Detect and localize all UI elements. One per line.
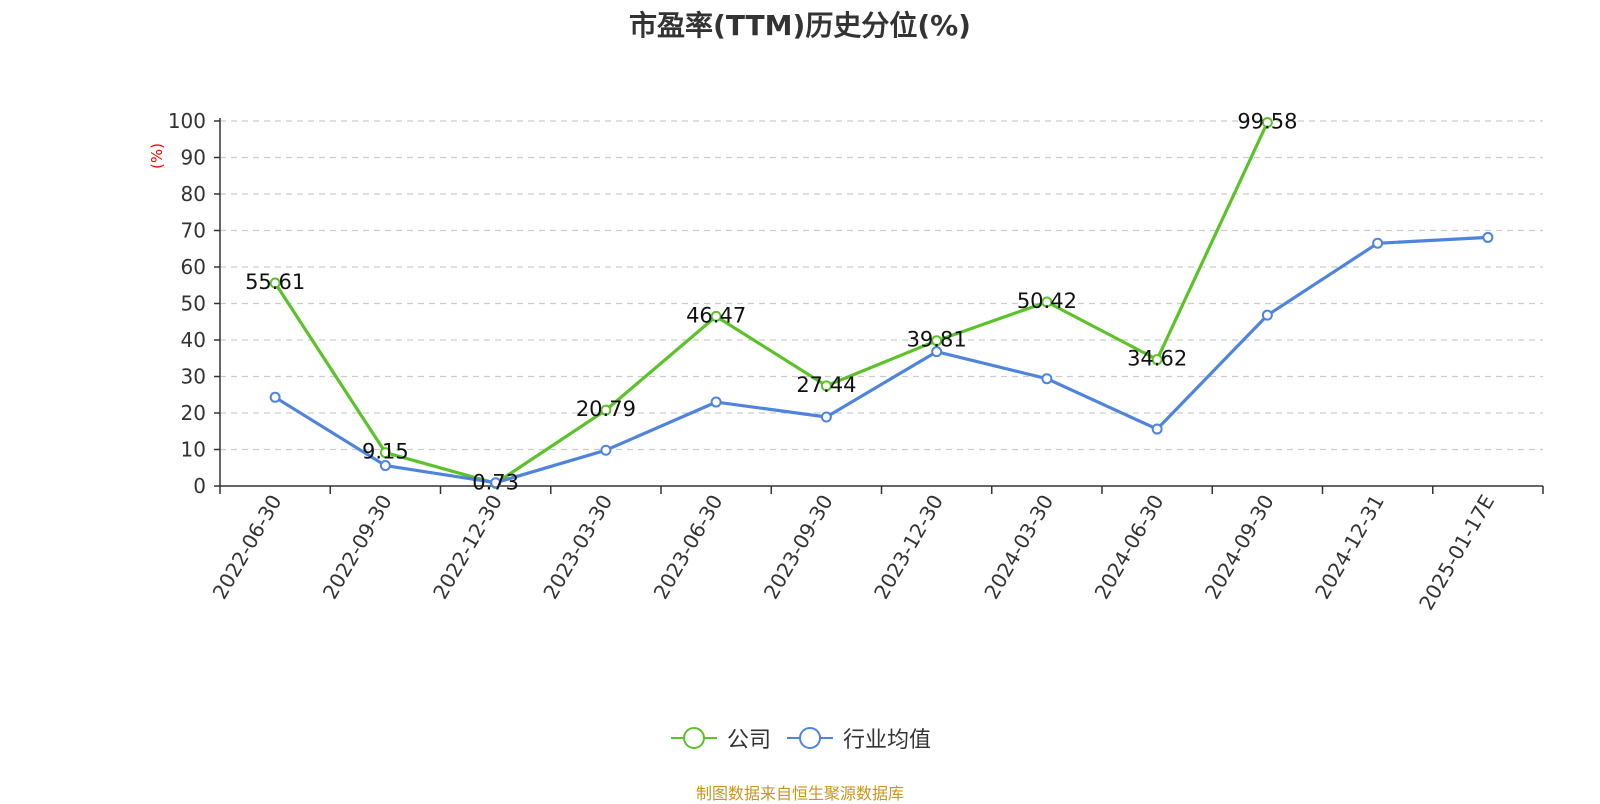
source-note: 制图数据来自恒生聚源数据库: [695, 784, 904, 803]
x-tick-label: 2023-03-30: [538, 491, 617, 604]
chart-title: 市盈率(TTM)历史分位(%): [629, 9, 971, 42]
data-point: [379, 447, 391, 459]
series-line: [274, 235, 1488, 485]
data-point: [931, 346, 943, 358]
data-point: [490, 477, 502, 489]
y-tick-label: 20: [181, 401, 206, 425]
series-1: [269, 231, 1494, 489]
data-label: 0.73: [472, 470, 519, 494]
data-point: [1482, 231, 1494, 243]
x-tick-label: 2025-01-17E: [1414, 491, 1499, 615]
data-point: [1041, 373, 1053, 385]
x-tick-label: 2024-09-30: [1200, 491, 1279, 604]
data-label: 20.79: [576, 397, 636, 421]
y-tick-label: 90: [181, 146, 206, 170]
data-label: 34.62: [1127, 347, 1187, 371]
x-tick-label: 2024-12-31: [1310, 491, 1389, 604]
series-layer: [269, 117, 1494, 489]
data-label: 46.47: [686, 303, 746, 327]
y-axis-label: (%): [148, 143, 166, 169]
data-point: [1372, 237, 1384, 249]
data-label: 55.61: [245, 270, 305, 294]
y-tick-label: 70: [181, 219, 206, 243]
data-point: [820, 380, 832, 392]
data-point: [820, 411, 832, 423]
data-label: 39.81: [907, 328, 967, 352]
legend-item-1[interactable]: 行业均值: [785, 722, 931, 754]
x-tick-label: 2024-06-30: [1090, 491, 1169, 604]
legend-item-0[interactable]: 公司: [669, 722, 771, 754]
x-tick-label: 2023-12-30: [869, 491, 948, 604]
data-point: [1041, 296, 1053, 308]
y-tick-label: 0: [193, 474, 206, 498]
y-tick-label: 30: [181, 365, 206, 389]
series-line: [273, 121, 1269, 485]
legend-marker: [787, 727, 833, 749]
data-point: [600, 404, 612, 416]
data-point: [269, 277, 281, 289]
data-label: 50.42: [1017, 289, 1077, 313]
legend: 公司 行业均值: [0, 722, 1600, 754]
x-tick-label: 2022-12-30: [428, 491, 507, 604]
data-point: [931, 335, 943, 347]
data-point: [710, 396, 722, 408]
x-tick-label: 2022-09-30: [318, 491, 397, 604]
data-point: [710, 310, 722, 322]
legend-marker: [670, 727, 717, 749]
axis-layer: 0 10 20 30 40 50 60 70 80 90 100(%) 2022-06-30 2022-…: [148, 109, 1544, 615]
data-label: 27.44: [796, 373, 856, 397]
data-point: [379, 460, 391, 472]
data-point: [1151, 354, 1163, 366]
x-tick-label: 2022-06-30: [208, 491, 287, 604]
x-tick-label: 2024-03-30: [979, 491, 1058, 604]
data-point: [600, 444, 612, 456]
data-point: [1151, 423, 1163, 435]
y-tick-label: 80: [181, 182, 206, 206]
data-label: 9.15: [362, 440, 409, 464]
data-point: [1261, 309, 1273, 321]
y-tick-label: 40: [181, 328, 206, 352]
data-point: [1261, 117, 1273, 129]
y-tick-label: 10: [181, 438, 206, 462]
grid-layer: [220, 120, 1543, 451]
x-tick-label: 2023-09-30: [759, 491, 838, 604]
y-tick-label: 100: [168, 109, 206, 133]
y-tick-label: 50: [181, 292, 206, 316]
legend-label: 行业均值: [843, 728, 932, 753]
data-label-layer: 55.61 9.15 0.73 20.79 46.47 27.44 39.81 50.42 34…: [245, 110, 1297, 495]
legend-label: 公司: [726, 728, 771, 753]
data-label: 99.58: [1237, 110, 1297, 134]
y-tick-label: 60: [181, 255, 206, 279]
x-tick-label: 2023-06-30: [649, 491, 728, 604]
data-point: [269, 391, 281, 403]
